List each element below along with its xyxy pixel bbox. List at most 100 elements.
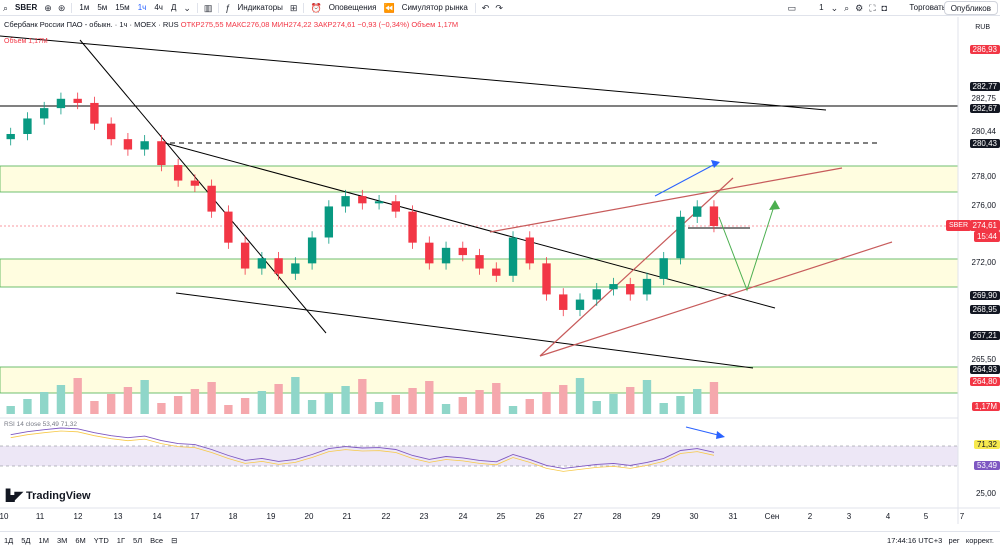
undo-icon[interactable]: ↶ bbox=[481, 2, 490, 13]
interval-15m[interactable]: 15м bbox=[115, 2, 130, 12]
candle-body bbox=[358, 196, 367, 204]
range-1d[interactable]: 1Д bbox=[4, 535, 14, 545]
volume-bar bbox=[609, 394, 618, 414]
price-axis-label: 264,80 bbox=[969, 377, 1000, 386]
symbol-search[interactable]: SBER bbox=[15, 2, 38, 12]
candle-body bbox=[73, 98, 82, 103]
interval-4h[interactable]: 4ч bbox=[154, 2, 163, 12]
time-axis-label: 14 bbox=[152, 512, 162, 521]
interval-1h[interactable]: 1ч bbox=[137, 2, 147, 12]
time-axis-label: 30 bbox=[689, 512, 699, 521]
volume-bar bbox=[358, 379, 367, 414]
layout-icon[interactable]: ▭ bbox=[787, 2, 797, 13]
volume-bar bbox=[559, 385, 568, 414]
volume-bar bbox=[224, 405, 233, 414]
camera-icon[interactable]: ◘ bbox=[881, 2, 887, 13]
price-axis-label: 269,90 bbox=[969, 291, 1000, 300]
interval-d[interactable]: Д bbox=[170, 2, 177, 12]
volume-bar bbox=[525, 399, 534, 414]
alarm-icon[interactable]: ⏰ bbox=[310, 2, 322, 13]
publish-button[interactable]: Опубликов bbox=[943, 1, 998, 15]
alerts-button[interactable]: Оповещения bbox=[328, 2, 377, 12]
candle-body bbox=[559, 294, 568, 310]
add-symbol-icon[interactable]: ⊕ bbox=[44, 2, 52, 13]
divider bbox=[71, 2, 73, 13]
volume-bar bbox=[140, 380, 149, 414]
time-axis-label: 25 bbox=[496, 512, 506, 521]
price-axis-label: 286,93 bbox=[969, 45, 1000, 54]
tradingview-logo: ▙◤ TradingView bbox=[6, 489, 91, 502]
time-axis-label: 4 bbox=[885, 512, 891, 521]
volume-bar bbox=[291, 377, 300, 414]
time-axis-label: 21 bbox=[342, 512, 352, 521]
volume-bar bbox=[240, 398, 250, 414]
scale-mode[interactable]: рег bbox=[948, 536, 960, 545]
volume-bars bbox=[6, 377, 719, 414]
time-axis-label: 5 bbox=[923, 512, 929, 521]
volume-bar bbox=[475, 390, 484, 414]
trendline-mid bbox=[164, 142, 776, 309]
indicators-icon[interactable]: ƒ bbox=[225, 2, 231, 13]
volume-bar bbox=[324, 393, 334, 414]
chevron-down-icon[interactable]: ⌄ bbox=[183, 2, 191, 13]
price-axis-label: 280,44 bbox=[971, 127, 996, 136]
search-icon[interactable]: ⌕ bbox=[3, 2, 9, 13]
range-ytd[interactable]: YTD bbox=[93, 535, 109, 545]
candle-body bbox=[408, 211, 417, 243]
replay-button[interactable]: Симулятор рынка bbox=[401, 2, 468, 12]
chevron-down-icon[interactable]: ⌄ bbox=[830, 2, 839, 13]
range-1y[interactable]: 1Г bbox=[116, 535, 126, 545]
rsi-legend[interactable]: RSI 14 close 53,49 71,32 bbox=[4, 421, 77, 428]
bar-style-icon[interactable]: ▥ bbox=[203, 2, 213, 13]
time-axis-label: 3 bbox=[846, 512, 852, 521]
settings-icon[interactable]: ⚙ bbox=[855, 2, 864, 13]
clock[interactable]: 17:44:16 UTC+3 bbox=[887, 536, 943, 545]
range-5y[interactable]: 5Л bbox=[133, 535, 143, 545]
volume-bar bbox=[6, 406, 15, 414]
replay-icon[interactable]: ⏪ bbox=[383, 2, 395, 13]
interval-5m[interactable]: 5м bbox=[97, 2, 108, 12]
volume-bar bbox=[207, 382, 216, 414]
divider bbox=[218, 2, 220, 13]
time-axis-label: 13 bbox=[113, 512, 123, 521]
volume-bar bbox=[123, 387, 133, 414]
adjust-toggle[interactable]: коррект. bbox=[965, 536, 994, 545]
bottom-right: 17:44:16 UTC+3 рег коррект. bbox=[887, 532, 994, 549]
range-6m[interactable]: 6М bbox=[75, 535, 86, 545]
candle-body bbox=[441, 247, 451, 264]
templates-icon[interactable]: ⊞ bbox=[289, 2, 298, 13]
candle-body bbox=[374, 201, 384, 204]
candle-body bbox=[106, 123, 116, 140]
zone-265 bbox=[0, 366, 959, 394]
layout-count[interactable]: 1 bbox=[819, 2, 824, 12]
time-axis-label: 31 bbox=[728, 512, 738, 521]
compare-icon[interactable]: ⊛ bbox=[57, 2, 66, 13]
candle-body bbox=[425, 242, 434, 264]
quick-search-icon[interactable]: ⌕ bbox=[844, 2, 850, 13]
redo-icon[interactable]: ↷ bbox=[495, 2, 503, 13]
range-all[interactable]: Все bbox=[150, 535, 164, 545]
volume-bar bbox=[40, 392, 49, 414]
range-1m[interactable]: 1М bbox=[38, 535, 49, 545]
interval-1m[interactable]: 1м bbox=[79, 2, 90, 12]
volume-bar bbox=[575, 378, 585, 414]
volume-bar bbox=[408, 388, 417, 414]
price-chart[interactable] bbox=[0, 17, 1000, 524]
candle-body bbox=[40, 108, 49, 119]
indicators-button[interactable]: Индикаторы bbox=[237, 2, 283, 12]
date-range-icon[interactable]: ⊟ bbox=[171, 535, 178, 545]
divider bbox=[303, 2, 305, 13]
time-axis-label: Сен bbox=[764, 512, 780, 521]
volume-bar bbox=[23, 399, 32, 414]
symbol-title[interactable]: Сбербанк России ПАО - обыкн. · 1ч · MOEX… bbox=[4, 20, 179, 29]
volume-bar bbox=[173, 396, 183, 414]
trade-button[interactable]: Торговать bbox=[909, 3, 946, 12]
volume-bar bbox=[508, 406, 518, 414]
range-5d[interactable]: 5Д bbox=[21, 535, 31, 545]
fullscreen-icon[interactable]: ⛶ bbox=[869, 2, 876, 13]
range-3m[interactable]: 3М bbox=[56, 535, 68, 545]
currency-selector[interactable]: RUB bbox=[975, 24, 990, 31]
time-axis-label: 10 bbox=[0, 512, 9, 521]
candle-body bbox=[642, 278, 652, 295]
time-axis-label: 18 bbox=[228, 512, 238, 521]
